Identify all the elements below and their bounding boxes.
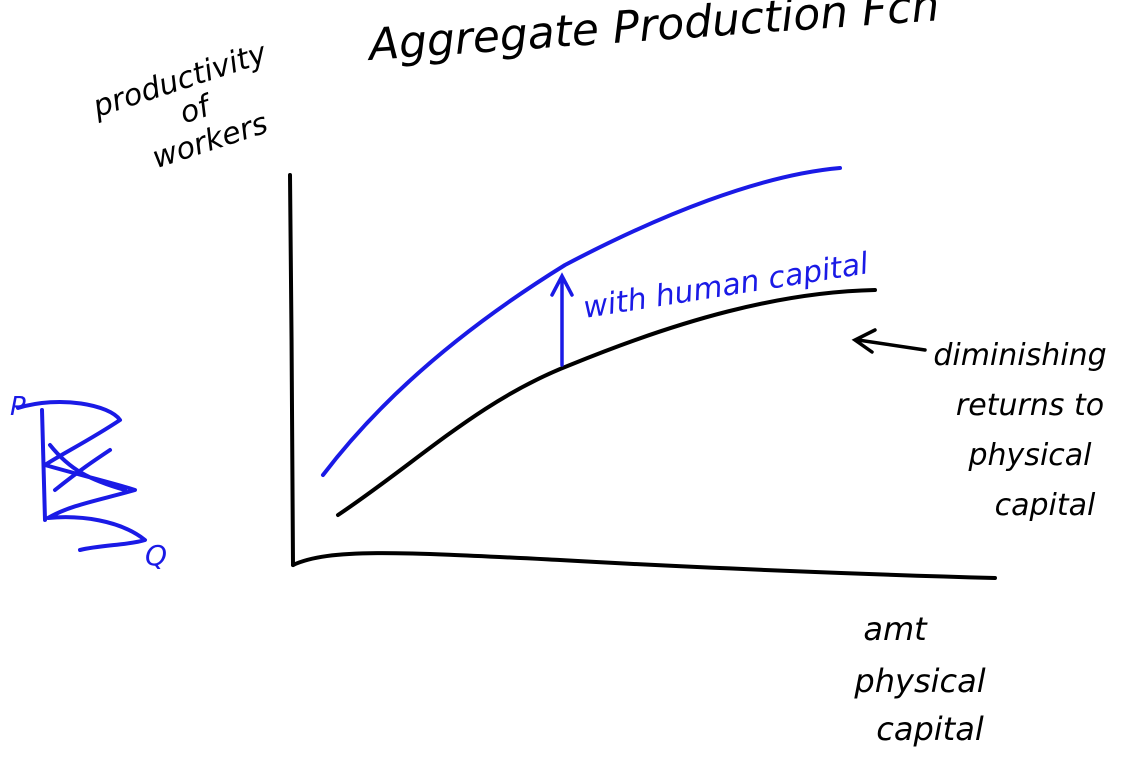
scribble: P Q: [10, 392, 167, 572]
base-curve: [336, 288, 877, 517]
x-axis: [291, 551, 997, 580]
annotation-line: diminishing: [933, 338, 1106, 373]
x-axis-label: amt physical capital: [853, 610, 985, 748]
x-axis-label-line: amt: [863, 610, 928, 648]
annotation-arrow: [851, 328, 927, 354]
annotation-line: returns to: [956, 388, 1104, 423]
y-axis: [288, 173, 295, 567]
x-axis-label-line: physical: [853, 662, 985, 700]
annotation: diminishing returns to physical capital: [933, 338, 1106, 523]
scribble-strokes: [16, 400, 147, 552]
human-capital-curve: [321, 166, 842, 477]
annotation-line: physical: [968, 438, 1093, 473]
scribble-letter: Q: [145, 539, 167, 572]
scribble-letter: P: [10, 392, 26, 422]
shift-arrow: [550, 272, 574, 367]
annotation-line: capital: [995, 488, 1096, 523]
x-axis-label-line: capital: [876, 710, 984, 748]
